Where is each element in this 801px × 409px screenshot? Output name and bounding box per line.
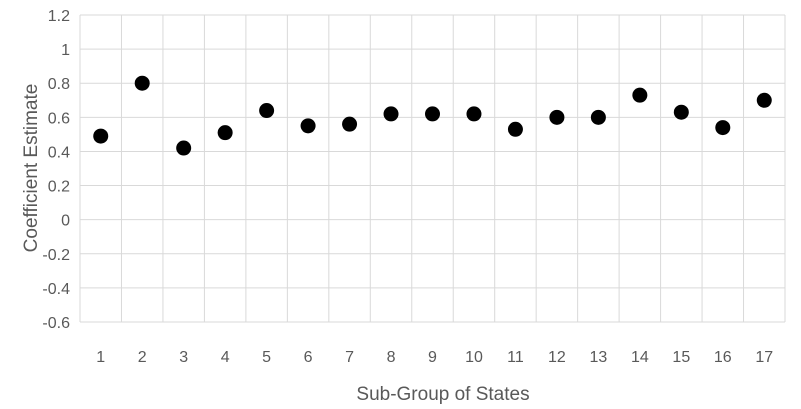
y-tick-label: -0.6 xyxy=(42,315,70,332)
x-tick-label: 6 xyxy=(304,349,313,366)
data-point xyxy=(93,128,109,144)
x-tick-label: 1 xyxy=(96,349,105,366)
data-point xyxy=(134,75,150,91)
data-point xyxy=(715,120,731,136)
y-tick-label: 0.4 xyxy=(48,144,70,161)
x-tick-label: 10 xyxy=(465,349,483,366)
y-tick-label: 0.8 xyxy=(48,76,70,93)
data-point xyxy=(673,104,689,120)
data-point xyxy=(425,106,440,122)
x-axis-title: Sub-Group of States xyxy=(356,384,529,405)
x-tick-label: 15 xyxy=(672,349,690,366)
y-tick-label: 1 xyxy=(61,42,70,59)
data-point xyxy=(342,116,358,132)
y-tick-label: -0.2 xyxy=(42,247,70,264)
data-point xyxy=(466,106,482,122)
y-tick-label: 0.2 xyxy=(48,179,70,196)
x-tick-label: 9 xyxy=(428,349,437,366)
x-tick-label: 3 xyxy=(179,349,188,366)
data-point xyxy=(549,109,565,125)
x-tick-label: 5 xyxy=(262,349,271,366)
y-tick-label: 1.2 xyxy=(48,8,70,25)
x-tick-label: 17 xyxy=(755,349,773,366)
x-tick-label: 14 xyxy=(631,349,649,366)
data-point xyxy=(507,121,523,137)
y-axis-ticks: 1.2 1 0.8 0.6 0.4 0.2 0 -0.2 -0.4 -0.6 xyxy=(42,8,70,332)
x-tick-label: 13 xyxy=(589,349,607,366)
data-point xyxy=(300,118,316,134)
data-point xyxy=(632,87,648,103)
x-tick-label: 8 xyxy=(387,349,396,366)
data-points xyxy=(93,75,772,156)
gridlines xyxy=(79,14,786,323)
data-point xyxy=(217,125,233,141)
x-tick-label: 16 xyxy=(714,349,732,366)
x-tick-label: 12 xyxy=(548,349,566,366)
x-tick-label: 4 xyxy=(221,349,230,366)
y-tick-label: -0.4 xyxy=(42,281,70,298)
data-point xyxy=(590,109,606,125)
x-tick-label: 2 xyxy=(138,349,147,366)
data-point xyxy=(756,92,772,108)
x-tick-label: 7 xyxy=(345,349,354,366)
x-tick-label: 11 xyxy=(507,349,524,366)
x-axis-ticks: 1 2 3 4 5 6 7 8 9 10 11 12 13 14 15 16 17 xyxy=(96,349,773,366)
y-tick-label: 0.6 xyxy=(48,110,70,127)
data-point xyxy=(383,106,399,122)
y-axis-title: Coefficient Estimate xyxy=(21,84,42,253)
data-point xyxy=(176,140,192,156)
y-tick-label: 0 xyxy=(61,213,70,230)
data-point xyxy=(259,103,275,119)
